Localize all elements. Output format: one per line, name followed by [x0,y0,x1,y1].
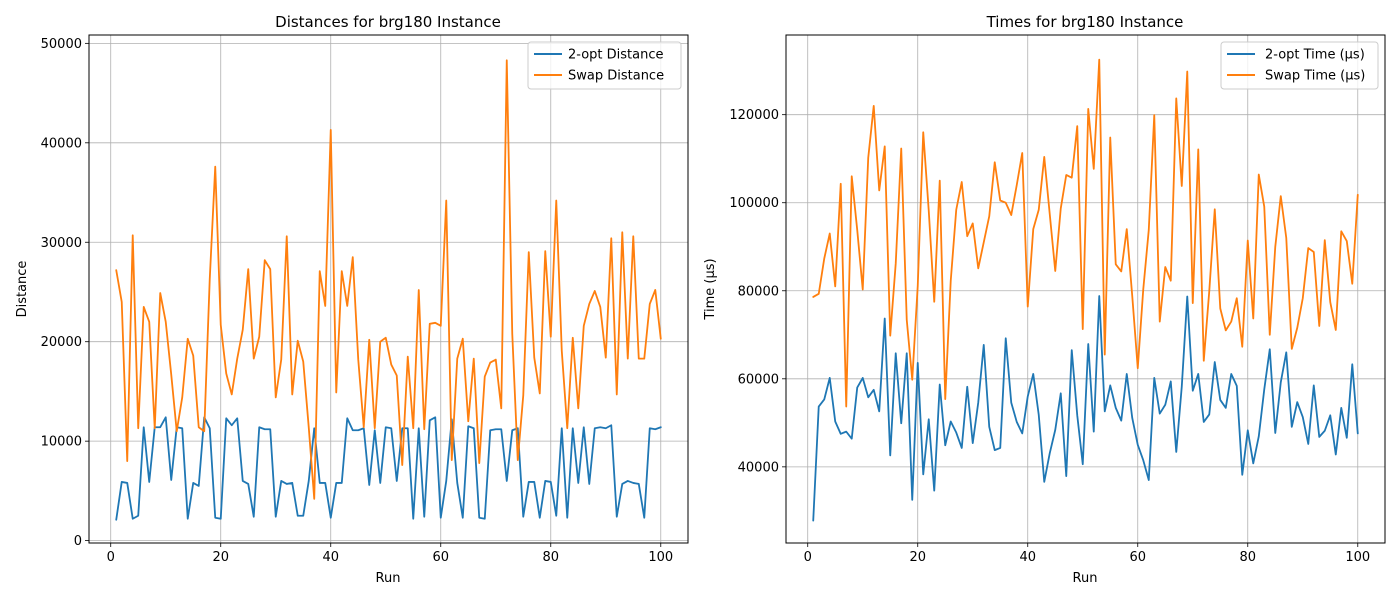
series-line-2opt [812,295,1359,522]
x-tick-label: 20 [909,550,926,565]
y-tick-label: 100000 [729,196,779,211]
y-tick-label: 40000 [738,460,779,475]
legend-box [1220,41,1379,90]
y-tick-label: 40000 [41,136,82,151]
series-line-swap [115,59,662,500]
distance-chart: Distances for brg180 Instance 0 20 40 60 80 1… [15,13,689,586]
series-layer [812,58,1359,522]
y-axis-label: Time (µs) [703,258,718,320]
y-tick-label: 80000 [738,284,779,299]
x-tick-label: 100 [648,550,673,565]
y-tick-label: 120000 [729,108,779,123]
chart-title: Distances for brg180 Instance [275,13,501,31]
legend: 2-opt Time (µs) Swap Time (µs) [1220,41,1379,90]
y-tick-label: 30000 [41,236,82,251]
x-tick-label: 80 [542,550,559,565]
x-axis-label: Run [376,571,401,586]
legend-label-swap: Swap Distance [568,69,664,84]
legend-box [527,41,682,90]
x-tick-label: 40 [1019,550,1036,565]
plot-frame [88,34,689,544]
chart-title: Times for brg180 Instance [986,13,1184,31]
y-tick-label: 20000 [41,335,82,350]
plot-frame [785,34,1386,544]
legend-label-swap: Swap Time (µs) [1265,69,1365,84]
y-tick-label: 10000 [41,435,82,450]
x-tick-label: 80 [1239,550,1256,565]
x-tick-label: 60 [432,550,449,565]
x-tick-label: 0 [804,550,812,565]
y-tick-label: 50000 [41,37,82,52]
x-tick-label: 60 [1129,550,1146,565]
y-tick-label: 60000 [738,372,779,387]
x-tick-label: 100 [1345,550,1370,565]
time-chart: Times for brg180 Instance 0 20 40 60 80 100 40… [703,13,1386,586]
x-tick-label: 20 [212,550,229,565]
y-tick-label: 0 [74,534,82,549]
series-layer [115,59,662,521]
y-axis-label: Distance [15,261,30,318]
tick-layer: 0 20 40 60 80 100 0 10000 20000 30000 40000 50000 [41,37,674,565]
tick-layer: 0 20 40 60 80 100 40000 60000 80000 100000 120000 [729,108,1370,565]
x-tick-label: 0 [107,550,115,565]
legend-label-2opt: 2-opt Time (µs) [1265,48,1365,63]
x-tick-label: 40 [322,550,339,565]
series-line-2opt [115,416,662,521]
legend-label-2opt: 2-opt Distance [568,48,663,63]
series-line-swap [812,58,1359,408]
legend: 2-opt Distance Swap Distance [527,41,682,90]
x-axis-label: Run [1073,571,1098,586]
